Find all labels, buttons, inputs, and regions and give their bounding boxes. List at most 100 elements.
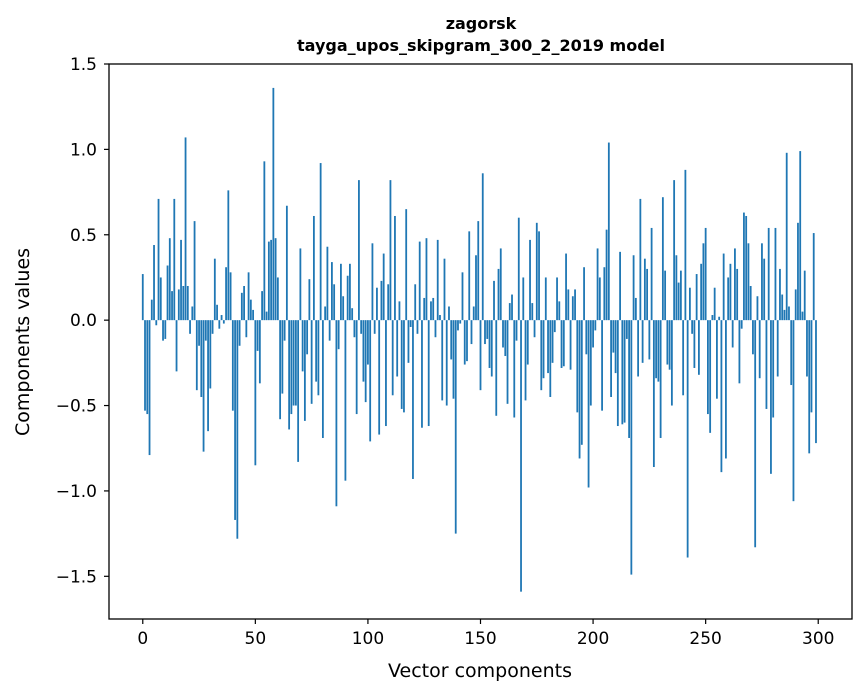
bar: [240, 292, 243, 321]
bar: [670, 320, 673, 406]
bar: [718, 316, 721, 321]
bar: [594, 320, 597, 331]
bar: [472, 306, 475, 321]
bar: [218, 320, 221, 329]
bar: [698, 320, 700, 375]
bar: [614, 320, 617, 374]
bar: [610, 320, 612, 397]
bar: [567, 289, 570, 321]
bar: [763, 258, 766, 321]
bar: [688, 287, 691, 321]
bar: [326, 246, 329, 321]
bar: [200, 320, 203, 397]
bar: [560, 320, 563, 368]
bar: [504, 320, 507, 357]
bar: [324, 306, 327, 321]
bar: [709, 320, 712, 433]
bar: [360, 320, 363, 334]
bar: [171, 291, 173, 321]
bar: [774, 227, 777, 321]
bar: [362, 320, 365, 382]
bar: [526, 320, 529, 365]
bar: [517, 217, 520, 321]
bar: [725, 320, 727, 459]
bar: [209, 320, 212, 389]
bar: [704, 227, 707, 321]
chart-title: zagorsk: [446, 14, 517, 33]
bar: [776, 320, 779, 377]
bar: [475, 255, 477, 321]
bar: [405, 209, 408, 321]
bar: [385, 320, 387, 427]
bar: [376, 287, 378, 321]
bar: [806, 320, 808, 377]
bar: [441, 320, 444, 401]
bar: [272, 87, 275, 321]
bar: [551, 320, 554, 363]
bar: [506, 320, 509, 404]
bar: [245, 320, 248, 338]
bar: [164, 320, 167, 339]
bar: [630, 320, 633, 575]
bar: [162, 320, 164, 341]
bar: [412, 320, 414, 479]
bar: [396, 320, 399, 377]
bar: [207, 320, 209, 432]
bar: [182, 286, 185, 321]
bar: [794, 289, 797, 321]
bar: [398, 301, 401, 321]
bar: [177, 289, 180, 321]
bar: [502, 320, 504, 348]
bar: [243, 286, 245, 321]
bar: [231, 320, 234, 411]
bar: [788, 306, 790, 321]
bar: [454, 320, 457, 534]
bar: [810, 320, 813, 413]
bar: [646, 268, 649, 321]
bar: [499, 248, 502, 321]
bar: [632, 255, 635, 321]
bar: [673, 180, 676, 321]
bar: [785, 152, 788, 321]
bar: [612, 320, 615, 353]
bar: [294, 320, 297, 406]
bar: [592, 320, 594, 348]
bar: [186, 286, 189, 321]
bar: [569, 320, 572, 370]
bar: [434, 320, 437, 338]
bar: [661, 197, 664, 321]
bar: [315, 320, 318, 382]
bar: [193, 221, 196, 321]
bar: [727, 277, 730, 321]
bar: [815, 320, 817, 444]
bar: [166, 265, 169, 321]
bar: [803, 270, 806, 321]
bar: [403, 320, 405, 413]
bar: [225, 267, 227, 321]
bar: [267, 241, 270, 321]
bar: [675, 255, 678, 321]
bar: [279, 320, 282, 420]
bar: [601, 320, 603, 411]
bar: [312, 215, 315, 321]
bar: [691, 320, 694, 334]
bar: [189, 320, 191, 334]
bar: [450, 320, 453, 360]
bar: [292, 320, 295, 406]
bar: [481, 173, 484, 321]
bar: [180, 239, 182, 321]
bar: [141, 274, 144, 321]
bar: [159, 277, 162, 321]
bar: [340, 263, 342, 321]
bar: [173, 198, 176, 321]
plot-frame: [108, 63, 853, 620]
bar: [254, 320, 257, 466]
bar: [616, 320, 619, 427]
y-tick-label: −0.5: [56, 397, 97, 417]
bar: [416, 320, 419, 334]
bar: [707, 320, 709, 415]
y-tick-label: 1.0: [70, 140, 97, 160]
bar: [580, 320, 583, 445]
bar: [321, 320, 324, 438]
y-tick-label: 0.5: [70, 226, 97, 246]
